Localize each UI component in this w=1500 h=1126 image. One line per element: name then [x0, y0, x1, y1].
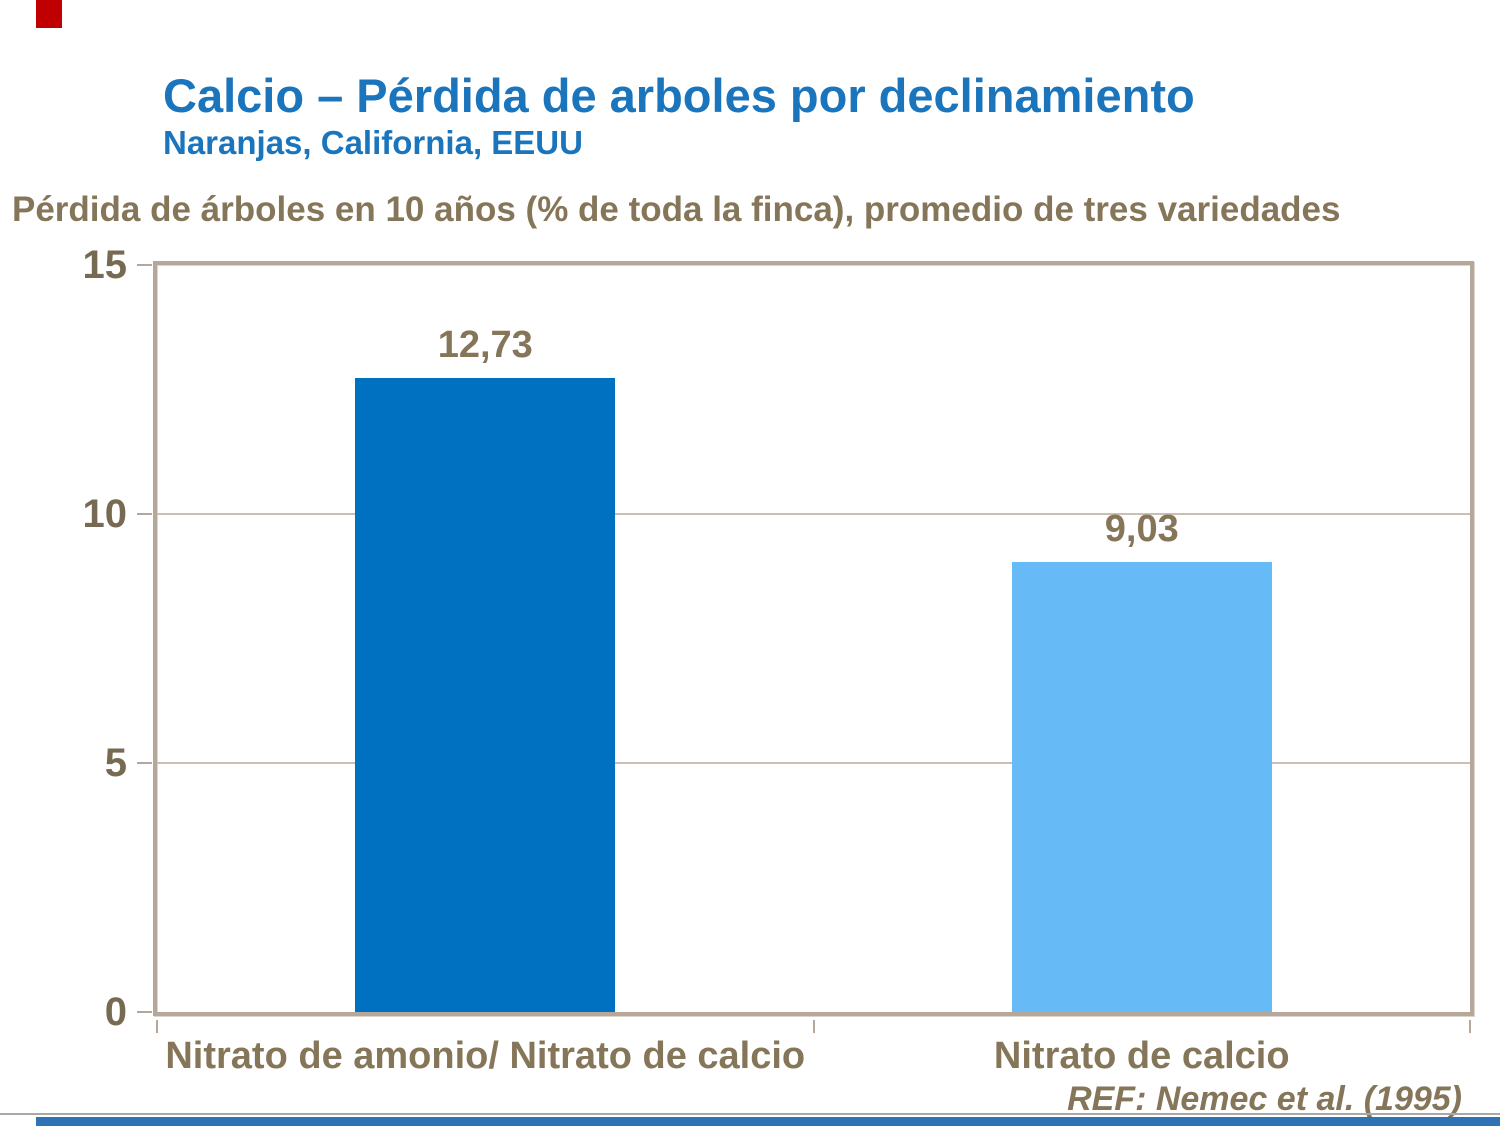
gridline	[157, 762, 1470, 764]
slide-subtitle: Naranjas, California, EEUU	[163, 124, 583, 161]
bar-value-label: 12,73	[437, 324, 533, 367]
reference-note: REF: Nemec et al. (1995)	[1067, 1080, 1462, 1118]
x-axis-stub	[1469, 1020, 1471, 1033]
footer-divider-line	[0, 1113, 1500, 1115]
y-tick-label: 0	[104, 990, 127, 1034]
y-tick-mark	[137, 264, 152, 266]
y-tick-mark	[137, 513, 152, 515]
red-accent-square	[36, 0, 62, 28]
bar	[355, 378, 616, 1012]
footer-blue-bar	[36, 1117, 1500, 1126]
bar	[1011, 562, 1272, 1012]
y-tick-label: 15	[82, 243, 128, 287]
slide-title: Calcio – Pérdida de arboles por declinam…	[163, 69, 1195, 122]
category-label: Nitrato de calcio	[993, 1035, 1290, 1077]
gridline	[157, 513, 1470, 515]
bar-value-label: 9,03	[1104, 508, 1179, 551]
x-axis-stub	[812, 1020, 815, 1033]
y-tick-label: 5	[104, 741, 127, 785]
category-axis: Nitrato de amonio/ Nitrato de calcio Nitr…	[157, 1030, 1470, 1086]
y-tick-mark	[137, 1011, 152, 1013]
chart-title: Pérdida de árboles en 10 años (% de toda…	[12, 190, 1341, 229]
y-tick-label: 10	[82, 492, 128, 536]
category-label: Nitrato de amonio/ Nitrato de calcio	[165, 1035, 806, 1077]
plot-area: 0 5 10 15 12,73 9,03	[83, 243, 1474, 1034]
x-axis-stub	[156, 1020, 158, 1033]
y-tick-mark	[137, 762, 152, 764]
